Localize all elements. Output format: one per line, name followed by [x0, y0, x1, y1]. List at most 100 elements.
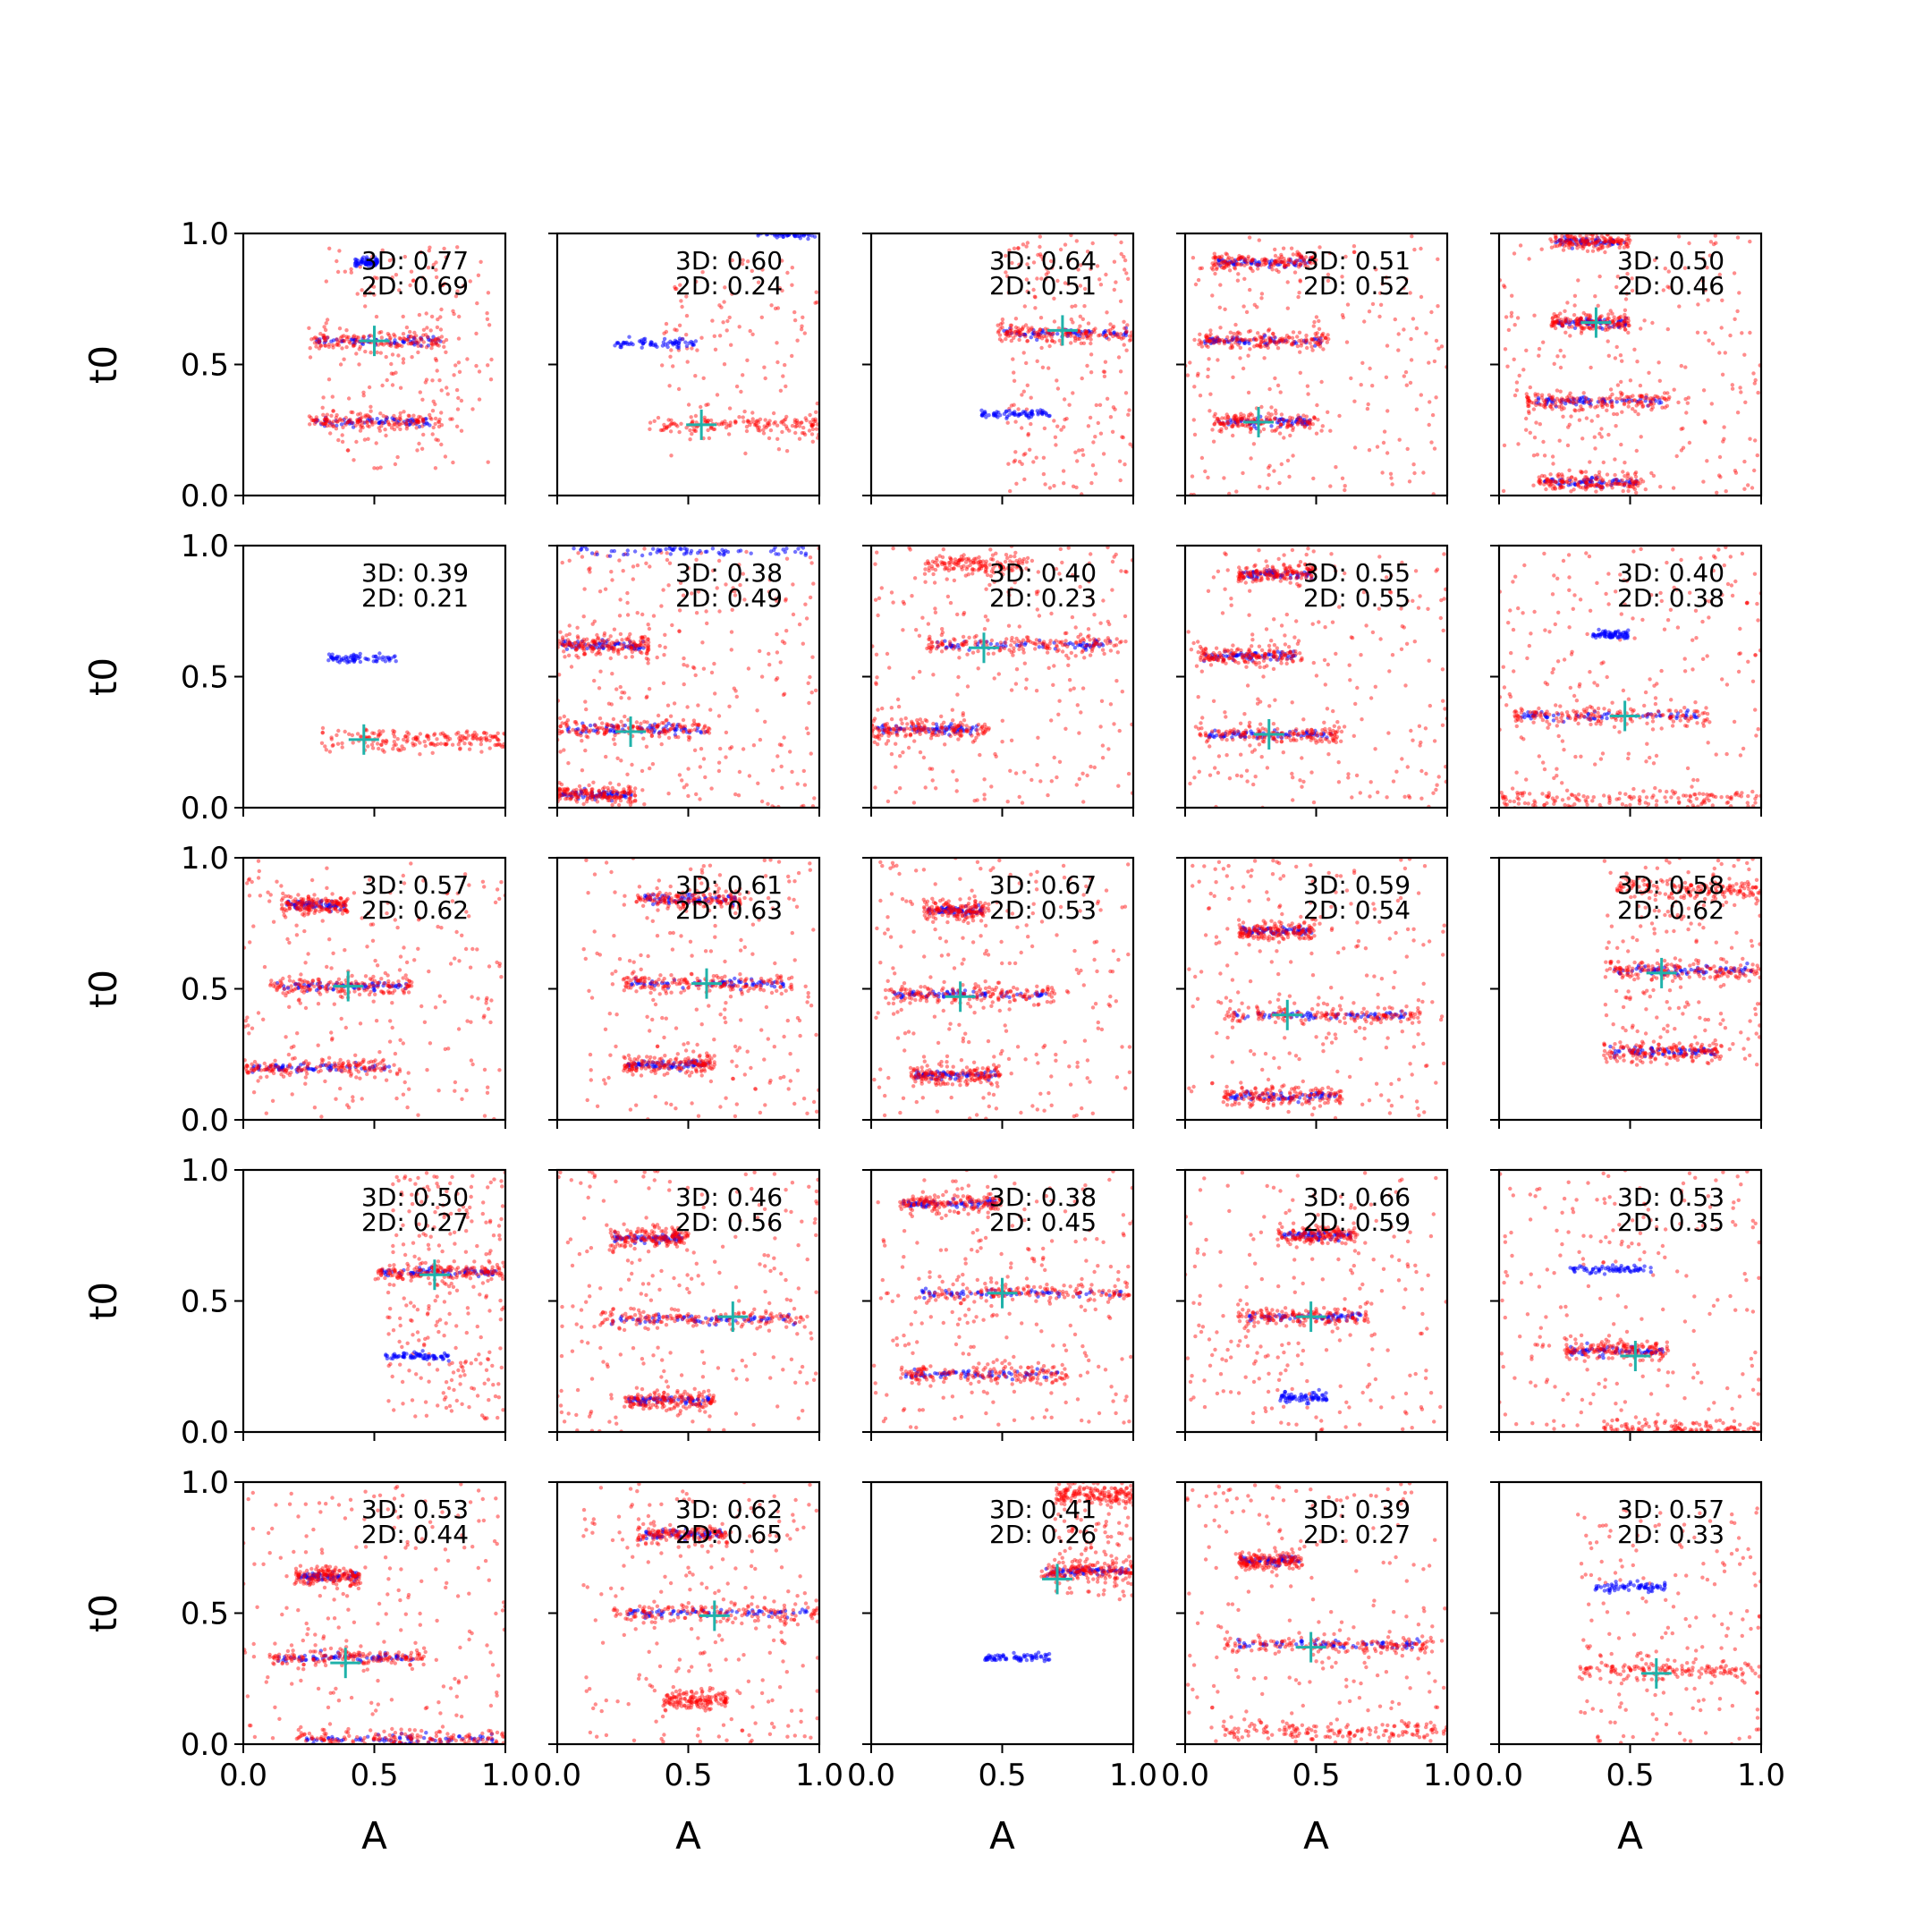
red-point: [597, 652, 603, 657]
red-point: [1249, 338, 1253, 343]
red-point: [733, 419, 738, 424]
red-point: [1208, 392, 1213, 396]
red-point: [369, 404, 373, 409]
blue-point: [691, 343, 696, 347]
red-point: [492, 734, 496, 739]
red-point: [1210, 428, 1215, 432]
red-point: [1204, 335, 1209, 340]
red-point: [1219, 421, 1224, 426]
red-point: [427, 734, 431, 739]
red-point: [1622, 402, 1627, 407]
red-point: [741, 415, 745, 419]
red-point: [1213, 336, 1217, 341]
red-point: [411, 340, 415, 345]
red-point: [1582, 240, 1587, 244]
red-point: [361, 390, 366, 394]
red-point: [1123, 391, 1129, 395]
red-point: [625, 772, 630, 776]
blue-point: [1288, 257, 1292, 262]
red-point: [377, 426, 381, 430]
red-point: [1258, 344, 1264, 349]
red-point: [1705, 266, 1709, 270]
red-point: [1230, 344, 1235, 349]
red-point: [1703, 330, 1707, 335]
blue-point: [1607, 325, 1612, 329]
red-point: [763, 719, 767, 724]
blue-point: [681, 725, 686, 731]
red-point: [646, 657, 650, 662]
red-point: [640, 636, 645, 640]
red-point: [1555, 313, 1561, 318]
red-point: [1071, 391, 1075, 395]
red-point: [802, 432, 808, 437]
red-point: [790, 353, 794, 359]
red-point: [1223, 307, 1227, 311]
red-point: [1549, 324, 1555, 328]
red-point: [438, 741, 444, 746]
red-point: [392, 743, 396, 748]
red-point: [639, 635, 643, 640]
red-point: [1581, 244, 1586, 249]
red-point: [629, 645, 633, 649]
red-point: [1068, 334, 1073, 338]
red-point: [1084, 329, 1089, 334]
red-point: [325, 417, 329, 422]
red-point: [1051, 682, 1055, 687]
red-point: [612, 795, 616, 800]
score-2d-label: 2D: 0.21: [361, 583, 469, 613]
red-point: [1337, 413, 1342, 419]
red-point: [600, 796, 605, 801]
red-point: [725, 318, 730, 324]
red-point: [589, 646, 593, 651]
red-point: [606, 798, 610, 802]
red-point: [1275, 346, 1281, 351]
red-point: [559, 640, 564, 646]
red-point: [1206, 344, 1210, 349]
blue-point: [1635, 399, 1640, 404]
red-point: [1297, 338, 1301, 343]
red-point: [1687, 440, 1692, 445]
red-point: [594, 793, 598, 799]
red-point: [1631, 485, 1636, 490]
red-point: [379, 342, 384, 346]
red-point: [357, 422, 362, 427]
red-point: [1605, 408, 1609, 412]
red-point: [458, 746, 462, 750]
red-point: [1588, 326, 1593, 331]
red-point: [1597, 326, 1602, 330]
red-point: [1572, 236, 1577, 241]
red-point: [1282, 257, 1286, 261]
red-point: [388, 335, 393, 340]
blue-point: [607, 554, 613, 558]
red-point: [1258, 343, 1263, 347]
red-point: [669, 418, 674, 422]
red-point: [808, 595, 813, 600]
blue-point: [572, 547, 576, 551]
blue-point: [684, 343, 690, 349]
red-point: [581, 648, 587, 653]
red-point: [1578, 485, 1583, 489]
red-point: [1082, 304, 1087, 309]
red-point: [368, 333, 373, 338]
red-point: [335, 337, 339, 342]
red-point: [644, 695, 648, 700]
blue-point: [1018, 334, 1022, 338]
red-point: [1032, 294, 1038, 299]
red-point: [1645, 396, 1650, 401]
red-point: [1033, 295, 1038, 300]
red-point: [665, 717, 669, 723]
red-point: [614, 789, 619, 794]
red-point: [580, 645, 585, 649]
red-point: [1238, 356, 1242, 360]
red-point: [1004, 330, 1010, 335]
red-point: [809, 423, 814, 428]
red-point: [716, 558, 722, 564]
red-point: [1121, 335, 1126, 340]
red-point: [610, 790, 615, 794]
red-point: [685, 360, 690, 364]
red-point: [384, 341, 388, 345]
red-point: [322, 333, 326, 338]
red-point: [666, 735, 672, 741]
red-point: [472, 733, 478, 739]
red-point: [1252, 416, 1258, 421]
